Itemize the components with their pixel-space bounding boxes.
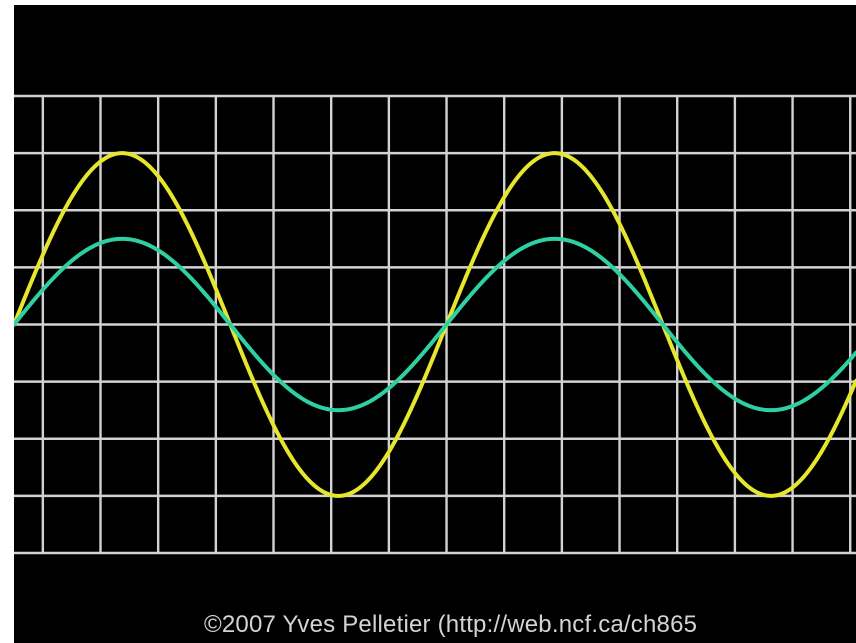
copyright-credit: ©2007 Yves Pelletier (http://web.ncf.ca/…	[204, 611, 698, 638]
sine-trace-0	[14, 151, 856, 498]
traces	[14, 151, 856, 498]
grid	[14, 94, 856, 555]
sine-wave-chart	[14, 94, 856, 555]
oscilloscope-screen: ©2007 Yves Pelletier (http://web.ncf.ca/…	[14, 5, 856, 643]
sine-trace-1	[14, 236, 856, 413]
